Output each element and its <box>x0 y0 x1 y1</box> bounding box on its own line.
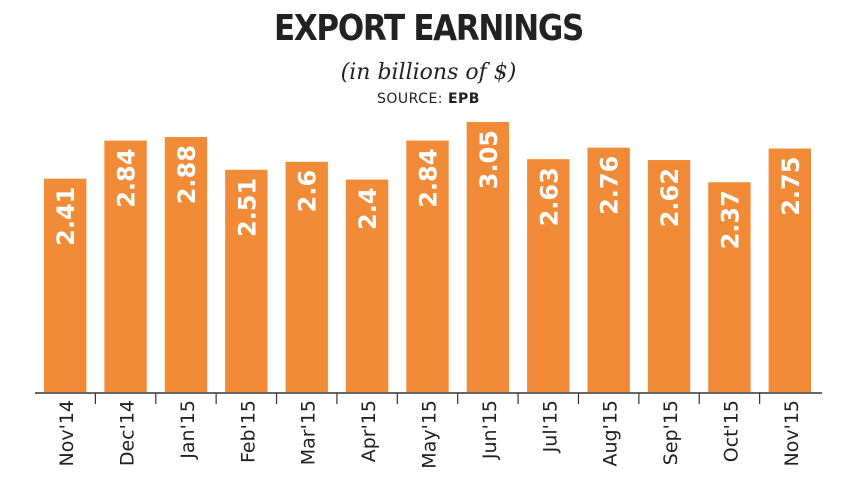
x-tick-label: Aug'15 <box>600 400 622 467</box>
bar-value-label: 2.6 <box>294 170 322 213</box>
x-tick-label: Nov'15 <box>781 400 803 466</box>
bar <box>406 140 449 392</box>
bar <box>466 122 510 392</box>
bar-value-label: 2.63 <box>535 167 563 226</box>
x-tick-label: Dec'14 <box>117 400 139 466</box>
x-tick-label: Mar'15 <box>298 400 320 465</box>
bar <box>345 179 389 392</box>
x-tick-label: Jan'15 <box>177 400 199 460</box>
bar-value-label: 2.37 <box>716 190 744 249</box>
bar <box>285 161 328 392</box>
source-name: EPB <box>447 91 480 107</box>
bar-value-label: 2.41 <box>52 187 80 246</box>
bar-value-label: 2.76 <box>596 156 624 215</box>
bar <box>225 169 268 392</box>
bar <box>527 159 570 392</box>
chart-title: EXPORT EARNINGS <box>273 8 584 49</box>
bar-value-label: 2.75 <box>777 157 805 216</box>
x-tick-label: Feb'15 <box>237 400 259 463</box>
bar <box>708 182 751 392</box>
bar-value-label: 2.88 <box>173 145 201 204</box>
bar <box>44 178 87 392</box>
bar <box>104 140 147 392</box>
x-tick-label: Nov'14 <box>56 400 78 466</box>
source-label: SOURCE: <box>377 91 444 107</box>
bar-value-label: 2.84 <box>113 149 141 208</box>
bar <box>587 147 630 392</box>
bar-value-label: 3.05 <box>475 130 503 189</box>
bar <box>768 148 811 392</box>
chart-subtitle: (in billions of $) <box>340 60 517 85</box>
chart-source: SOURCE: EPB <box>0 91 857 107</box>
x-tick-label: Sep'15 <box>660 400 682 465</box>
x-tick-label: May'15 <box>419 400 441 469</box>
x-tick-label: Apr'15 <box>358 400 380 462</box>
bar-value-label: 2.84 <box>415 149 443 208</box>
bar <box>647 160 691 392</box>
bar-value-label: 2.4 <box>354 188 382 231</box>
bar-value-label: 2.62 <box>656 168 684 227</box>
x-tick-label: Oct'15 <box>720 400 742 462</box>
bar-value-label: 2.51 <box>233 178 261 237</box>
x-tick-label: Jul'15 <box>539 400 561 453</box>
bar <box>164 137 208 392</box>
x-tick-label: Jun'15 <box>479 400 501 460</box>
